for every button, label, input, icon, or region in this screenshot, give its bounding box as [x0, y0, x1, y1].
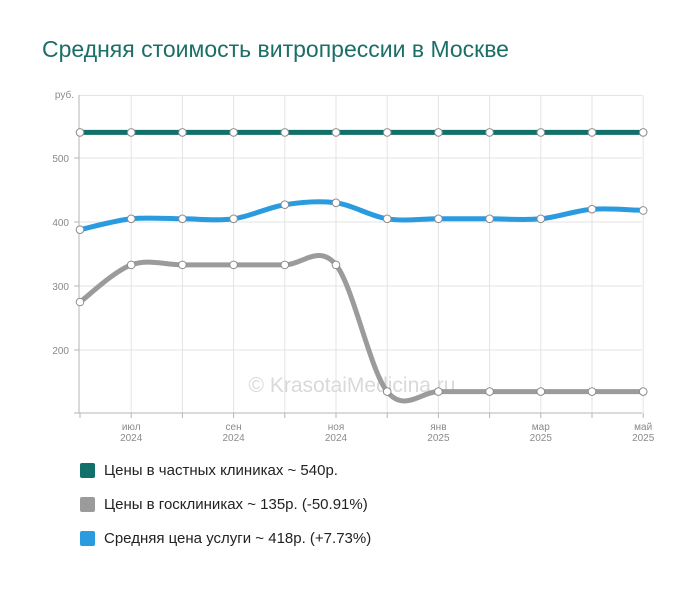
data-point-private[interactable] — [126, 128, 136, 137]
data-point-private[interactable] — [382, 128, 392, 137]
x-tick-label-year: 2024 — [120, 433, 143, 444]
data-point-average[interactable] — [331, 198, 341, 208]
series — [75, 128, 648, 404]
chart-title: Средняя стоимость витропрессии в Москве — [42, 36, 509, 62]
data-point-public[interactable] — [587, 387, 597, 396]
data-point-private[interactable] — [229, 128, 238, 137]
data-point-public[interactable] — [229, 260, 238, 270]
data-point-public[interactable] — [536, 387, 546, 396]
x-tick-label-year: 2024 — [325, 433, 348, 444]
data-point-average[interactable] — [434, 214, 443, 224]
grid — [79, 94, 644, 413]
axes — [74, 95, 644, 418]
data-point-public[interactable] — [638, 387, 648, 396]
data-point-private[interactable] — [75, 128, 85, 137]
data-point-average[interactable] — [126, 214, 136, 224]
data-point-public[interactable] — [434, 387, 443, 396]
data-point-private[interactable] — [331, 128, 341, 137]
data-point-average[interactable] — [280, 200, 290, 210]
legend-item-average[interactable]: Средняя цена услуги ~ 418р. (+7.73%) — [80, 530, 371, 547]
data-point-public[interactable] — [178, 260, 187, 270]
series-public — [75, 253, 648, 404]
data-point-average[interactable] — [536, 214, 546, 224]
x-tick-label-month: мар — [532, 422, 550, 433]
x-tick-label-month: сен — [226, 422, 242, 433]
data-point-average[interactable] — [178, 214, 187, 224]
data-point-public[interactable] — [75, 297, 85, 307]
data-point-average[interactable] — [75, 225, 85, 234]
data-point-private[interactable] — [638, 128, 648, 137]
data-point-average[interactable] — [638, 206, 648, 215]
x-tick-label-year: 2024 — [222, 433, 245, 444]
series-line-average — [77, 199, 646, 233]
data-point-public[interactable] — [382, 387, 392, 396]
watermark: © KrasotaiMedicina.ru — [249, 374, 456, 397]
x-tick-label-month: май — [634, 422, 652, 433]
y-tick-label: 500 — [52, 154, 69, 165]
legend-swatch-average — [80, 531, 95, 546]
legend-swatch-private — [80, 463, 95, 478]
legend-label-private: Цены в частных клиниках ~ 540р. — [104, 462, 338, 479]
y-tick-label: 400 — [52, 218, 69, 229]
x-tick-label-month: янв — [430, 422, 446, 433]
x-tick-label-year: 2025 — [632, 433, 655, 444]
legend-label-average: Средняя цена услуги ~ 418р. (+7.73%) — [104, 530, 372, 547]
line-chart: 200300400500июл2024сен2024ноя2024янв2025… — [52, 89, 654, 444]
legend-item-public[interactable]: Цены в госклиниках ~ 135р. (-50.91%) — [80, 496, 371, 513]
x-tick-label-month: ноя — [328, 422, 345, 433]
x-tick-label-year: 2025 — [427, 433, 450, 444]
data-point-average[interactable] — [587, 204, 597, 214]
series-average — [75, 198, 648, 234]
data-point-private[interactable] — [434, 128, 443, 137]
y-tick-label: 200 — [52, 346, 69, 357]
legend-item-private[interactable]: Цены в частных клиниках ~ 540р. — [80, 462, 371, 479]
data-point-public[interactable] — [331, 260, 341, 270]
data-point-public[interactable] — [280, 260, 290, 270]
tick-labels: 200300400500июл2024сен2024ноя2024янв2025… — [52, 154, 654, 444]
y-tick-label: 300 — [52, 282, 69, 293]
x-tick-label-year: 2025 — [530, 433, 553, 444]
data-point-average[interactable] — [485, 214, 494, 224]
data-point-private[interactable] — [587, 128, 597, 137]
data-point-average[interactable] — [382, 214, 392, 224]
legend: Цены в частных клиниках ~ 540р. Цены в г… — [80, 462, 371, 564]
y-unit-label: руб. — [55, 89, 74, 101]
data-point-public[interactable] — [126, 260, 136, 270]
data-point-average[interactable] — [229, 214, 238, 224]
series-private — [75, 128, 648, 137]
x-tick-label-month: июл — [122, 422, 141, 433]
data-point-private[interactable] — [536, 128, 546, 137]
data-point-public[interactable] — [485, 387, 494, 396]
data-point-private[interactable] — [280, 128, 290, 137]
data-point-private[interactable] — [485, 128, 494, 137]
legend-label-public: Цены в госклиниках ~ 135р. (-50.91%) — [104, 496, 368, 513]
data-point-private[interactable] — [178, 128, 187, 137]
legend-swatch-public — [80, 497, 95, 512]
